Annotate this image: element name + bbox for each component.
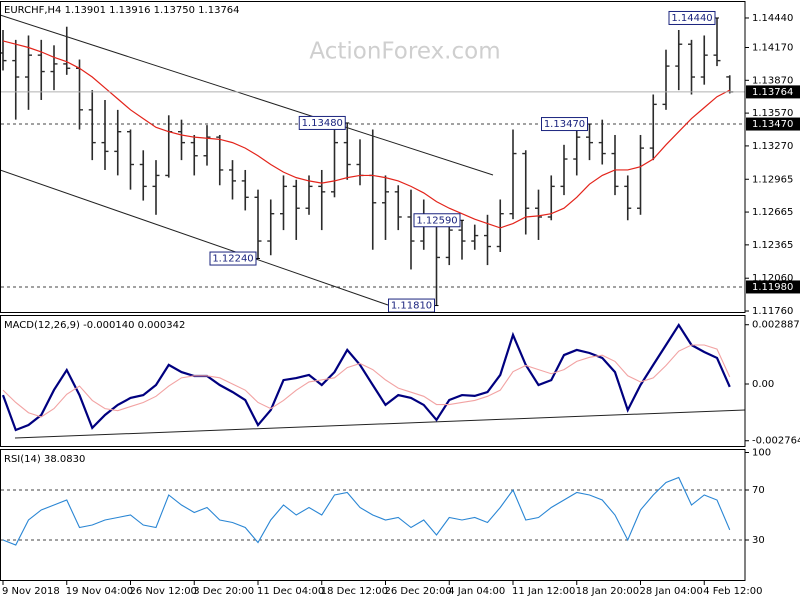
level-label-box [746, 280, 800, 294]
current-price-box [746, 85, 800, 99]
current-price-label: 1.13764 [752, 87, 793, 98]
y-tick-label: 1.12965 [752, 174, 793, 185]
y-tick-label: 0.00 [752, 379, 774, 390]
panel-border [0, 1, 746, 313]
price-header: EURCHF,H4 1.13901 1.13916 1.13750 1.1376… [4, 5, 240, 16]
moving-average [2, 40, 731, 229]
y-tick-label: 1.13570 [752, 108, 793, 119]
macd-header: MACD(12,26,9) -0.000140 0.000342 [4, 320, 185, 331]
y-tick-label: 30 [752, 535, 765, 546]
x-tick-label: 3 Dec 20:00 [193, 586, 254, 597]
watermark: ActionForex.com [309, 39, 500, 65]
y-tick-label: 1.12060 [752, 273, 793, 284]
y-tick-label: 1.13870 [752, 75, 793, 86]
x-tick-label: 18 Jan 20:00 [576, 586, 639, 597]
x-tick-label: 28 Jan 04:00 [640, 586, 703, 597]
x-tick-label: 4 Feb 12:00 [703, 586, 762, 597]
x-tick-label: 18 Dec 12:00 [321, 586, 388, 597]
signal-line [2, 344, 731, 418]
annotation-label: 1.13470 [544, 119, 585, 130]
trend-line [0, 14, 494, 176]
macd-line [1, 323, 731, 432]
y-tick-label: 100 [752, 448, 771, 459]
rsi-header: RSI(14) 38.0830 [4, 454, 85, 465]
annotation-label: 1.14440 [671, 13, 712, 24]
annotation-box [413, 213, 461, 228]
y-tick-label: 1.14440 [752, 13, 793, 24]
y-tick-label: 1.12365 [752, 240, 793, 251]
x-tick-label: 26 Nov 12:00 [130, 586, 197, 597]
y-tick-label: 1.13270 [752, 141, 793, 152]
trend-line [0, 169, 389, 306]
annotation-box [298, 115, 346, 130]
x-tick-label: 4 Jan 04:00 [448, 586, 505, 597]
panel-border [0, 315, 746, 447]
plot-layer: 1.14440 1.13480 1.13470 1.12590 1.12240 1.118… [0, 10, 745, 546]
y-tick-label: 1.12665 [752, 207, 793, 218]
panel-border [0, 449, 746, 581]
annotation-label: 1.11810 [391, 301, 432, 312]
x-tick-label: 19 Nov 04:00 [66, 586, 133, 597]
x-tick-label: 11 Jan 12:00 [512, 586, 575, 597]
x-tick-label: 9 Nov 2018 [2, 586, 60, 597]
y-tick-label: 1.11760 [752, 306, 793, 317]
annotation-box [209, 251, 257, 266]
x-tick-label: 26 Dec 20:00 [385, 586, 452, 597]
y-tick-label: 0.002887 [752, 320, 800, 331]
level-label-box [746, 117, 800, 131]
annotation-label: 1.12240 [212, 254, 253, 265]
annotation-box [541, 117, 588, 132]
y-tick-label: 70 [752, 485, 765, 496]
annotation-label: 1.13480 [302, 118, 343, 129]
annotation-box [668, 10, 716, 25]
y-tick-label: -0.002764 [752, 436, 800, 447]
rsi-line [2, 476, 731, 546]
annotation-label: 1.12590 [416, 215, 457, 226]
trend-line [14, 409, 746, 439]
x-tick-label: 11 Dec 04:00 [257, 586, 324, 597]
y-tick-label: 1.14170 [752, 43, 793, 54]
level-label: 1.11980 [752, 282, 793, 293]
level-label: 1.13470 [752, 119, 793, 130]
